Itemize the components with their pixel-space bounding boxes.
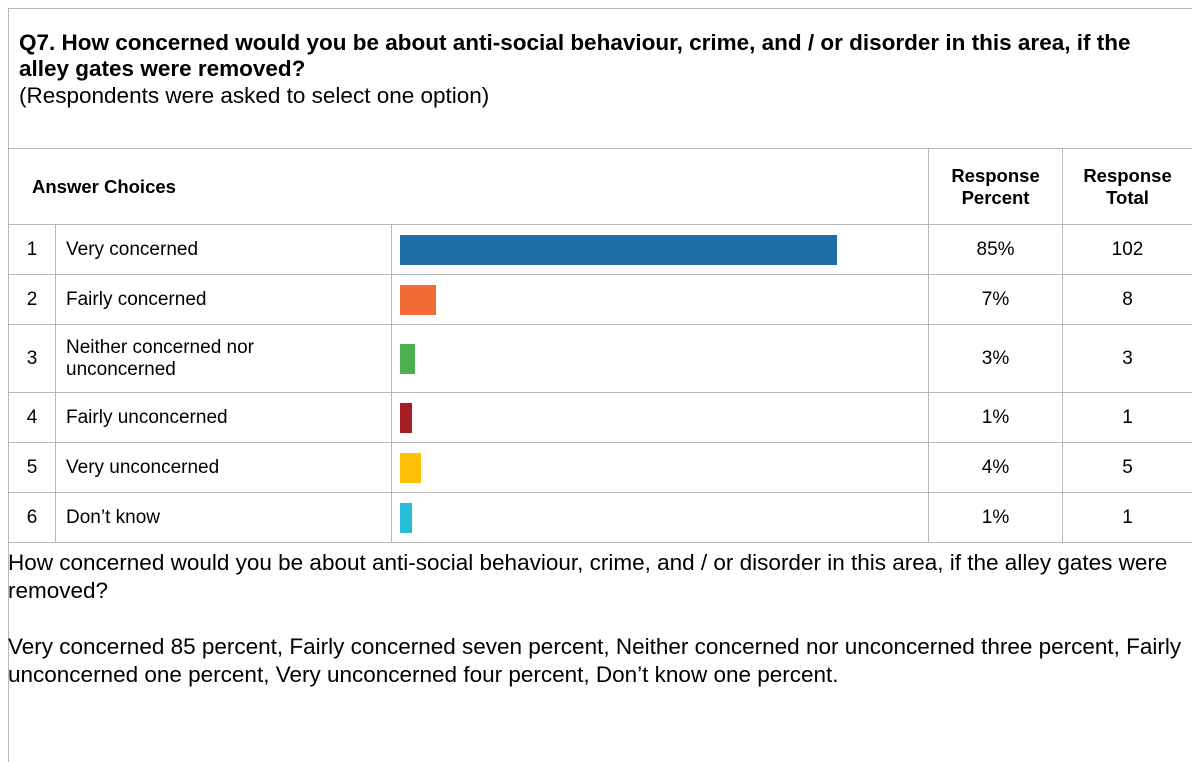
response-percent: 4% <box>928 442 1064 493</box>
answer-choices-header: Answer Choices <box>7 148 930 225</box>
response-bar <box>400 234 837 265</box>
response-total-header: Response Total <box>1062 148 1192 225</box>
response-bar <box>400 452 421 483</box>
answer-label: Fairly unconcerned <box>55 392 392 443</box>
response-total: 3 <box>1062 324 1192 393</box>
summary-question: How concerned would you be about anti-so… <box>8 550 1168 603</box>
table-header-row: Answer Choices Response Percent Response… <box>7 148 1192 225</box>
answer-label: Don’t know <box>55 492 392 543</box>
results-table: Answer Choices Response Percent Response… <box>7 148 1192 543</box>
question-title: Q7. How concerned would you be about ant… <box>19 30 1131 81</box>
response-total: 1 <box>1062 492 1192 543</box>
response-percent-header-line1: Response <box>951 164 1040 186</box>
row-index: 2 <box>8 274 56 325</box>
response-percent: 1% <box>928 492 1064 543</box>
bar-cell <box>390 274 930 325</box>
response-bar <box>400 502 412 533</box>
response-total-header-line1: Response <box>1083 164 1172 186</box>
response-percent: 1% <box>928 392 1064 443</box>
answer-label: Fairly concerned <box>55 274 392 325</box>
question-block: Q7. How concerned would you be about ant… <box>19 30 1169 110</box>
response-total-header-line2: Total <box>1106 186 1149 208</box>
row-index: 6 <box>8 492 56 543</box>
response-percent: 85% <box>928 224 1064 275</box>
table-row: 6 Don’t know 1% 1 <box>8 492 1192 543</box>
row-index: 1 <box>8 224 56 275</box>
bar-cell <box>390 324 930 393</box>
question-subtitle: (Respondents were asked to select one op… <box>19 83 490 108</box>
bar-cell <box>390 392 930 443</box>
row-index: 5 <box>8 442 56 493</box>
response-percent: 7% <box>928 274 1064 325</box>
response-total: 5 <box>1062 442 1192 493</box>
row-index: 3 <box>8 324 56 393</box>
answer-label: Neither concerned nor unconcerned <box>55 324 392 393</box>
summary-text: How concerned would you be about anti-so… <box>8 549 1188 689</box>
bar-cell <box>390 492 930 543</box>
response-total: 1 <box>1062 392 1192 443</box>
row-index: 4 <box>8 392 56 443</box>
response-percent-header: Response Percent <box>928 148 1064 225</box>
table-row: 2 Fairly concerned 7% 8 <box>8 274 1192 325</box>
response-bar <box>400 343 415 374</box>
response-total: 8 <box>1062 274 1192 325</box>
bar-cell <box>390 442 930 493</box>
response-percent-header-line2: Percent <box>961 186 1030 208</box>
response-bar <box>400 284 436 315</box>
summary-results: Very concerned 85 percent, Fairly concer… <box>8 634 1182 687</box>
table-row: 4 Fairly unconcerned 1% 1 <box>8 392 1192 443</box>
response-bar <box>400 402 412 433</box>
response-total: 102 <box>1062 224 1192 275</box>
bar-cell <box>390 224 930 275</box>
table-row: 1 Very concerned 85% 102 <box>8 224 1192 275</box>
table-row: 3 Neither concerned nor unconcerned 3% 3 <box>8 324 1192 393</box>
response-percent: 3% <box>928 324 1064 393</box>
table-row: 5 Very unconcerned 4% 5 <box>8 442 1192 493</box>
summary-spacer <box>8 605 1188 633</box>
answer-label: Very unconcerned <box>55 442 392 493</box>
answer-label: Very concerned <box>55 224 392 275</box>
